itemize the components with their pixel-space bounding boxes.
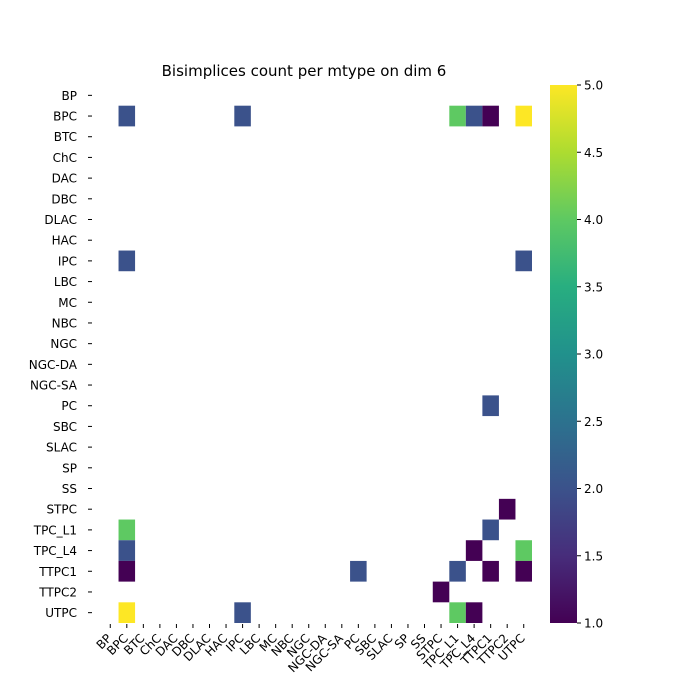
heatmap-cell-ttpc1-pc bbox=[350, 560, 367, 582]
heatmap-cell-pc-ttpc1 bbox=[482, 395, 499, 417]
colorbar bbox=[550, 85, 577, 623]
heatmap-cell-bpc-tpc-l4 bbox=[465, 105, 483, 127]
y-tick-label-mc: MC bbox=[58, 296, 77, 310]
colorbar-tick-label: 4.0 bbox=[584, 213, 603, 227]
y-axis: BP BPC BTC ChC DAC DBC DLAC HAC IPC LBC MC NBC NGC NG… bbox=[29, 89, 92, 620]
y-tick-label-ngc-sa: NGC-SA bbox=[30, 379, 78, 393]
y-tick-label-ss: SS bbox=[62, 482, 77, 496]
y-tick-label-ttpc1: TTPC1 bbox=[38, 565, 77, 579]
colorbar-tick-label: 2.0 bbox=[584, 482, 603, 496]
heatmap-cell-tpc-l4-utpc bbox=[515, 540, 532, 561]
x-axis: BPBPCBTCChCDACDBCDLACHACIPCLBCMCNBCNGCNG… bbox=[94, 624, 528, 675]
colorbar-axis: 1.0 1.5 2.0 2.5 3.0 3.5 4.0 4.5 5.0 bbox=[577, 79, 603, 631]
heatmap-cell-utpc-tpc-l1 bbox=[449, 602, 466, 623]
heatmap-cell-stpc-ttpc2 bbox=[498, 498, 516, 520]
y-tick-label-btc: BTC bbox=[54, 130, 77, 144]
heatmap-cell-ttpc1-ttpc1 bbox=[482, 560, 499, 582]
y-tick-label-ttpc2: TTPC2 bbox=[38, 585, 77, 599]
heatmap-cell-utpc-bpc bbox=[118, 602, 136, 623]
heatmap-cell-ttpc1-tpc-l1 bbox=[449, 560, 466, 582]
colorbar-tick-label: 5.0 bbox=[584, 79, 603, 93]
heatmap-cell-tpc-l1-ttpc1 bbox=[482, 519, 499, 541]
y-tick-label-slac: SLAC bbox=[46, 441, 77, 455]
heatmap-cell-bpc-tpc-l1 bbox=[449, 105, 466, 127]
heatmap-cell-ipc-bpc bbox=[118, 250, 136, 272]
heatmap-cell-bpc-ttpc1 bbox=[482, 105, 499, 127]
heatmap-cell-tpc-l4-tpc-l4 bbox=[465, 540, 483, 561]
heatmap-cell-utpc-ipc bbox=[234, 602, 251, 623]
y-tick-label-sp: SP bbox=[62, 461, 77, 475]
colorbar-tick-label: 3.5 bbox=[584, 280, 603, 294]
y-tick-label-ipc: IPC bbox=[58, 254, 77, 268]
y-tick-label-lbc: LBC bbox=[54, 275, 77, 289]
heatmap-cells bbox=[118, 105, 532, 623]
heatmap-cell-ttpc1-utpc bbox=[515, 560, 532, 582]
heatmap-cell-utpc-tpc-l4 bbox=[465, 602, 483, 623]
heatmap-cell-bpc-utpc bbox=[515, 105, 532, 127]
y-tick-label-bp: BP bbox=[62, 89, 77, 103]
heatmap-cell-ttpc2-stpc bbox=[432, 581, 450, 603]
colorbar-tick-label: 4.5 bbox=[584, 146, 603, 160]
y-tick-label-ngc: NGC bbox=[50, 337, 77, 351]
y-tick-label-stpc: STPC bbox=[46, 503, 77, 517]
colorbar-tick-label: 3.0 bbox=[584, 348, 603, 362]
colorbar-tick-label: 1.0 bbox=[584, 617, 603, 631]
y-tick-label-chc: ChC bbox=[53, 151, 77, 165]
heatmap-cell-bpc-bpc bbox=[118, 105, 136, 127]
heatmap-cell-tpc-l4-bpc bbox=[118, 540, 136, 561]
y-tick-label-sbc: SBC bbox=[53, 420, 77, 434]
y-tick-label-nbc: NBC bbox=[52, 316, 77, 330]
y-tick-label-pc: PC bbox=[61, 399, 77, 413]
y-tick-label-tpc-l1: TPC_L1 bbox=[33, 523, 77, 537]
colorbar-tick-label: 1.5 bbox=[584, 549, 603, 563]
chart-title: Bisimplices count per mtype on dim 6 bbox=[162, 62, 447, 80]
y-tick-label-utpc: UTPC bbox=[45, 606, 77, 620]
y-tick-label-bpc: BPC bbox=[53, 110, 77, 124]
colorbar-tick-label: 2.5 bbox=[584, 415, 603, 429]
heatmap-cell-bpc-ipc bbox=[234, 105, 251, 127]
y-tick-label-dlac: DLAC bbox=[44, 213, 77, 227]
y-tick-label-hac: HAC bbox=[52, 234, 77, 248]
y-tick-label-dbc: DBC bbox=[51, 192, 77, 206]
heatmap-cell-tpc-l1-bpc bbox=[118, 519, 136, 541]
y-tick-label-ngc-da: NGC-DA bbox=[29, 358, 78, 372]
heatmap-cell-ipc-utpc bbox=[515, 250, 532, 272]
heatmap-cell-ttpc1-bpc bbox=[118, 560, 136, 582]
y-tick-label-dac: DAC bbox=[52, 172, 77, 186]
y-tick-label-tpc-l4: TPC_L4 bbox=[33, 544, 77, 558]
